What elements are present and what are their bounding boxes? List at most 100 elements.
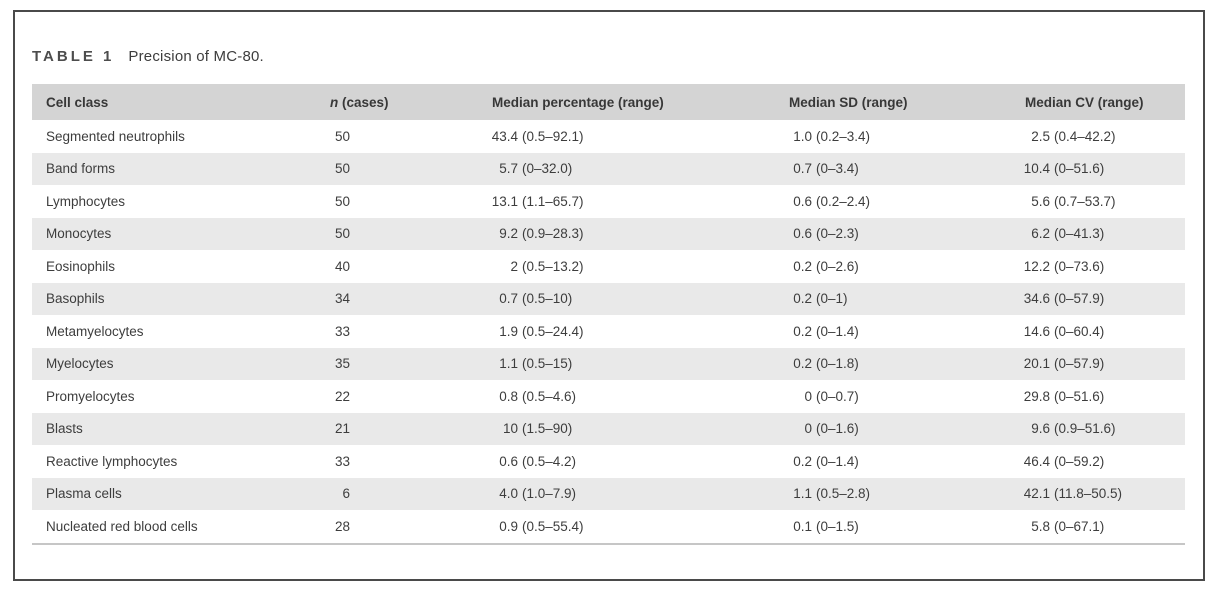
value-range: (0.9–51.6) <box>1054 421 1116 437</box>
value-number: 9.2 <box>499 226 518 242</box>
value-range: (0–32.0) <box>522 161 573 177</box>
median-cv-cell: 10.4 (0–51.6) <box>1012 153 1185 186</box>
cell-class-cell: Band forms <box>46 161 116 177</box>
n-cell: 50 <box>320 120 480 153</box>
median-pct-cell: 2 (0.5–13.2) <box>480 250 782 283</box>
n-cell: 35 <box>320 348 480 381</box>
column-header-median-percentage: Median percentage (range) <box>480 84 782 120</box>
value-number: 50 <box>334 161 350 177</box>
table-row: Nucleated red blood cells 28 0.9 (0.5–55.4)… <box>32 510 1185 544</box>
value-range: (0–51.6) <box>1054 388 1105 404</box>
value-range: (0.7–53.7) <box>1054 193 1116 209</box>
table-title: TABLE 1 Precision of MC-80. <box>32 48 264 65</box>
value-number: 28 <box>334 518 350 534</box>
median-pct-cell: 13.1 (1.1–65.7) <box>480 185 782 218</box>
value-number: 0 <box>804 421 812 437</box>
value-range: (0.5–13.2) <box>522 258 584 274</box>
value-number: 0.2 <box>793 258 812 274</box>
value-range: (0.2–2.4) <box>816 193 871 209</box>
column-header-median-sd: Median SD (range) <box>782 84 1012 120</box>
value-number: 0.6 <box>793 193 812 209</box>
value-number: 34 <box>334 291 350 307</box>
median-cv-cell: 9.6 (0.9–51.6) <box>1012 413 1185 446</box>
cell-class-cell: Nucleated red blood cells <box>46 518 198 534</box>
value-number: 0.6 <box>793 226 812 242</box>
median-pct-cell: 4.0 (1.0–7.9) <box>480 478 782 511</box>
value-number: 34.6 <box>1023 291 1050 307</box>
value-number: 9.6 <box>1031 421 1050 437</box>
column-header-median-cv: Median CV (range) <box>1012 84 1185 120</box>
value-number: 43.4 <box>491 128 518 144</box>
value-range: (0–73.6) <box>1054 258 1105 274</box>
median-sd-cell: 1.1 (0.5–2.8) <box>782 478 1012 511</box>
table-label: TABLE 1 <box>32 48 115 65</box>
value-range: (0–1.6) <box>816 421 859 437</box>
value-range: (0–57.9) <box>1054 291 1105 307</box>
table-row: Promyelocytes 22 0.8 (0.5–4.6) 0 (0–0.7) 29.8(… <box>32 380 1185 413</box>
median-cv-cell: 6.2 (0–41.3) <box>1012 218 1185 251</box>
median-sd-cell: 0.6 (0.2–2.4) <box>782 185 1012 218</box>
value-range: (0.5–10) <box>522 291 573 307</box>
value-number: 33 <box>334 323 350 339</box>
median-cv-cell: 20.1 (0–57.9) <box>1012 348 1185 381</box>
median-sd-cell: 0.2 (0–1.4) <box>782 315 1012 348</box>
value-range: (1.0–7.9) <box>522 486 577 502</box>
table-row: Metamyelocytes 33 1.9 (0.5–24.4) 0.2 (0–1.4) 1… <box>32 315 1185 348</box>
value-range: (0–3.4) <box>816 161 859 177</box>
cell-class-cell: Monocytes <box>46 226 112 242</box>
value-range: (1.1–65.7) <box>522 193 584 209</box>
value-number: 6.2 <box>1031 226 1050 242</box>
value-range: (0.5–4.2) <box>522 453 577 469</box>
value-number: 5.8 <box>1031 518 1050 534</box>
median-pct-cell: 5.7 (0–32.0) <box>480 153 782 186</box>
n-cell: 33 <box>320 445 480 478</box>
median-sd-cell: 0.2 (0–1.8) <box>782 348 1012 381</box>
value-number: 42.1 <box>1023 486 1050 502</box>
value-range: (0–2.6) <box>816 258 859 274</box>
value-number: 0.2 <box>793 453 812 469</box>
median-cv-cell: 14.6 (0–60.4) <box>1012 315 1185 348</box>
median-cv-cell: 5.8 (0–67.1) <box>1012 510 1185 544</box>
cell-class-cell: Plasma cells <box>46 486 122 502</box>
value-number: 0.2 <box>793 356 812 372</box>
value-range: (0–1.4) <box>816 323 859 339</box>
n-cell: 22 <box>320 380 480 413</box>
table-row: Basophils 34 0.7 (0.5–10) 0.2 (0–1) 34.6 (0–57.… <box>32 282 1185 316</box>
value-number: 14.6 <box>1023 323 1050 339</box>
n-cell: 6 <box>320 478 480 511</box>
cell-class-cell: Eosinophils <box>46 258 116 274</box>
value-range: (0–51.6) <box>1054 161 1105 177</box>
n-cell: 40 <box>320 250 480 283</box>
n-cell: 50 <box>320 218 480 251</box>
value-number: 12.2 <box>1023 258 1050 274</box>
median-cv-cell: 34.6 (0–57.9) <box>1012 283 1185 316</box>
value-range: (0–0.7) <box>816 388 859 404</box>
value-range: (0–1) <box>816 291 848 307</box>
value-number: 6 <box>342 486 350 502</box>
value-number: 1.0 <box>793 128 812 144</box>
median-pct-cell: 1.1 (0.5–15) <box>480 348 782 381</box>
n-rest: (cases) <box>338 94 389 110</box>
median-pct-cell: 0.9 (0.5–55.4) <box>480 510 782 544</box>
table-row: Band forms 50 5.7 (0–32.0) 0.7 (0–3.4) 10.4 (0–… <box>32 152 1185 186</box>
value-number: 10.4 <box>1023 161 1050 177</box>
value-number: 20.1 <box>1023 356 1050 372</box>
table-body: Segmented neutrophils 50 43.4 (0.5–92.1) 1.0… <box>32 120 1185 544</box>
table-row: Blasts 21 10 (1.5–90) 0 (0–1.6) 9.6 (0.9–51.6) <box>32 412 1185 446</box>
value-range: (0.4–42.2) <box>1054 128 1116 144</box>
median-pct-cell: 0.6 (0.5–4.2) <box>480 445 782 478</box>
value-range: (0–1.4) <box>816 453 859 469</box>
n-cell: 33 <box>320 315 480 348</box>
value-range: (0–59.2) <box>1054 453 1105 469</box>
value-number: 0.6 <box>499 453 518 469</box>
cell-class-cell: Basophils <box>46 291 105 307</box>
cell-class-cell: Lymphocytes <box>46 193 126 209</box>
precision-table: Cell class n (cases) Median percentage (… <box>32 84 1185 545</box>
value-range: (0–57.9) <box>1054 356 1105 372</box>
value-number: 5.6 <box>1031 193 1050 209</box>
median-sd-cell: 0 (0–0.7) <box>782 380 1012 413</box>
median-cv-cell: 29.8 (0–51.6) <box>1012 380 1185 413</box>
value-number: 5.7 <box>499 161 518 177</box>
value-number: 13.1 <box>491 193 518 209</box>
median-cv-cell: 12.2 (0–73.6) <box>1012 250 1185 283</box>
